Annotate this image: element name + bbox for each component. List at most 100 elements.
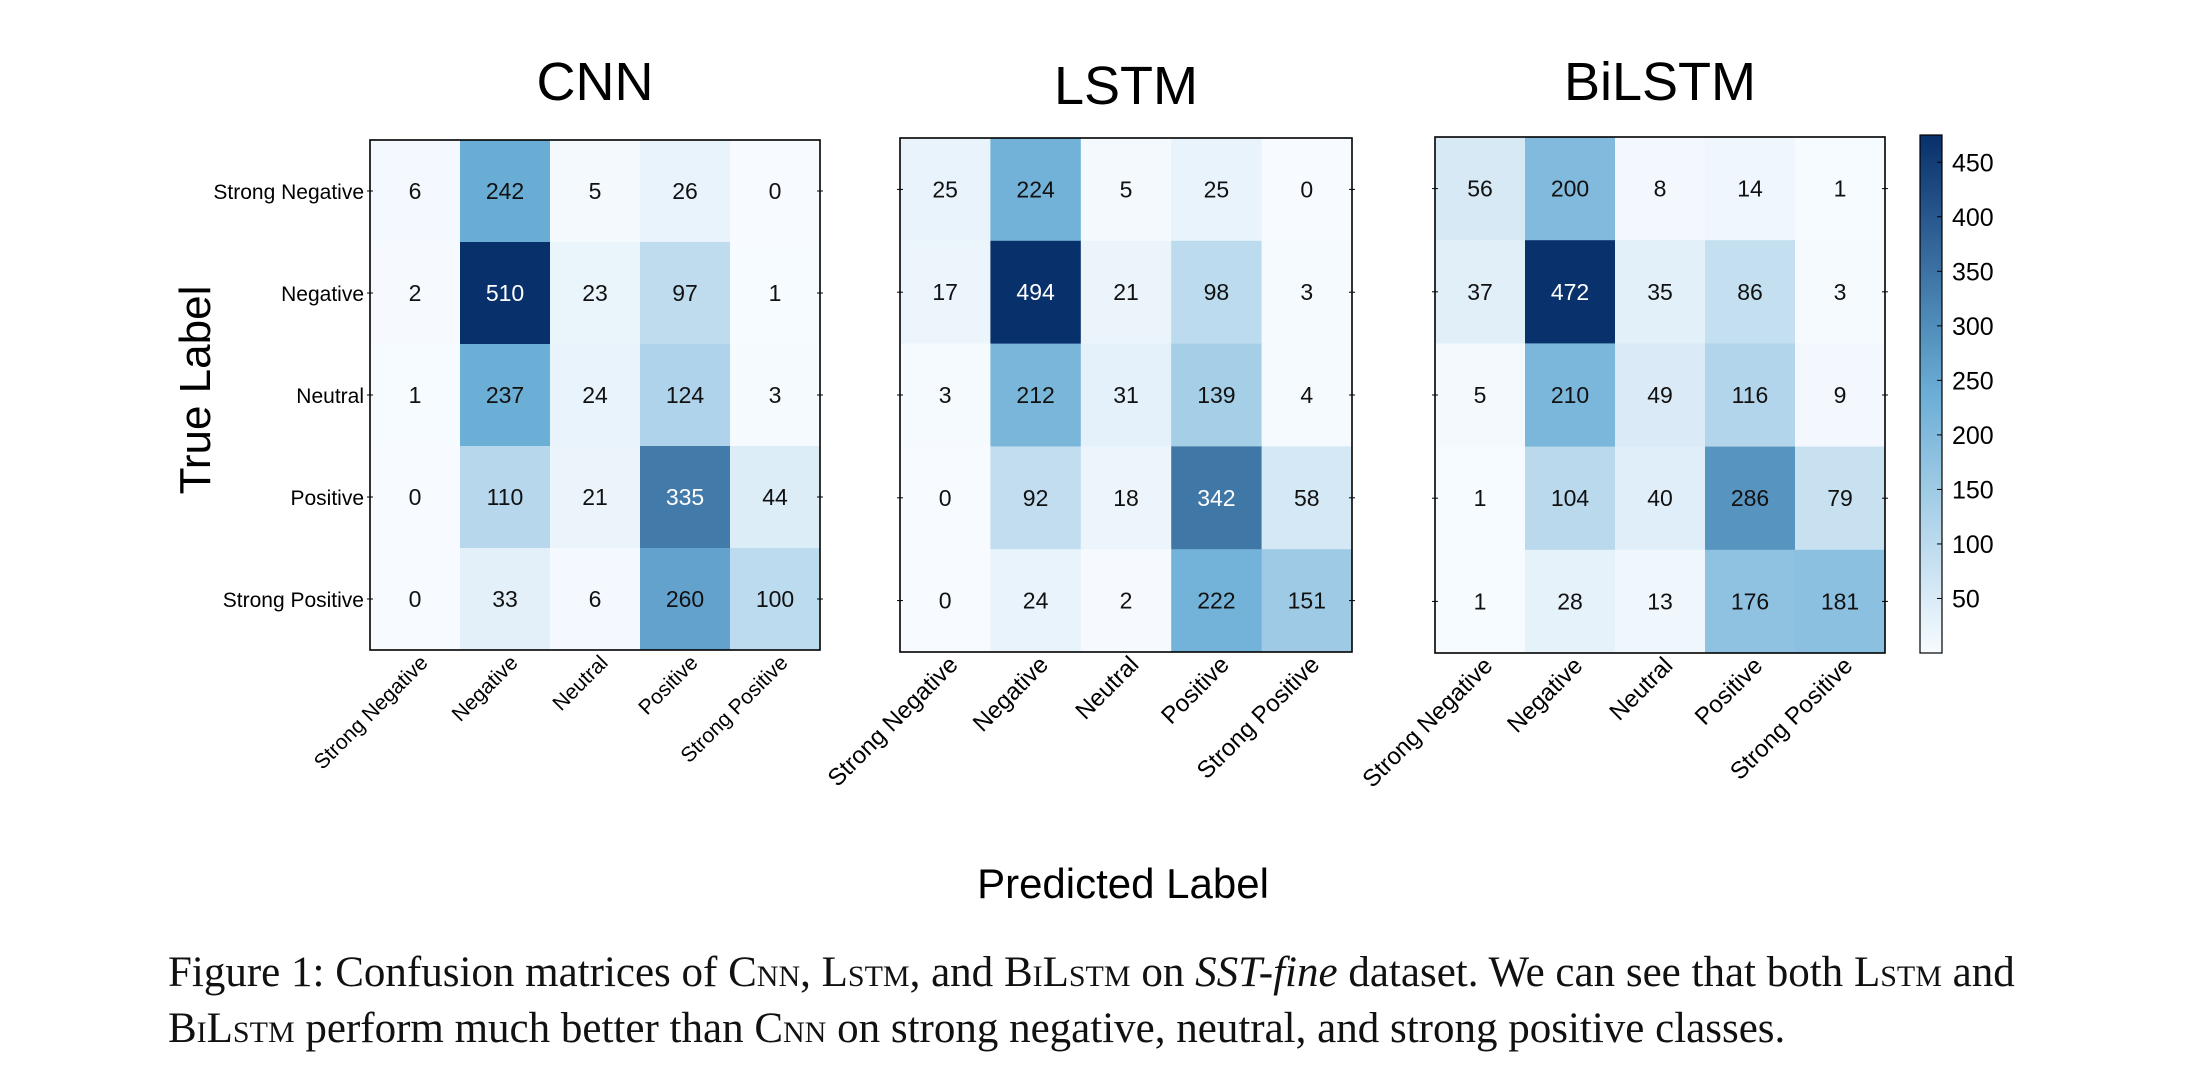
matrix-cell [1080,549,1172,653]
matrix-cell [1795,343,1886,448]
cell-value: 5 [589,178,602,204]
cell-value: 1 [1474,485,1487,511]
matrix-cell [1261,343,1353,447]
col-label: Negative [448,651,523,726]
matrix-cell [370,344,461,447]
cell-value: 97 [672,280,698,306]
matrix-cell [640,242,731,345]
col-label: Negative [1502,652,1588,738]
cell-value: 1 [409,382,422,408]
matrix-cell [900,138,991,242]
row-label: Strong Positive [223,589,364,612]
panel-title: BiLSTM [1564,52,1756,112]
caption-sep-4: dataset. We can see that both [1337,949,1854,996]
caption-sep-1: , [800,949,822,996]
caption-sep-2: , and [909,949,1004,996]
matrix-cell [1705,240,1796,344]
matrix-cell [900,240,991,345]
cell-value: 56 [1467,176,1493,202]
cell-value: 9 [1834,382,1847,408]
col-label: Positive [1156,651,1235,730]
matrix-cell [1525,549,1616,654]
cell-value: 200 [1551,176,1589,202]
col-label: Neutral [1604,652,1678,726]
matrix-cell [460,242,551,345]
matrix-cell [550,140,641,243]
cell-value: 37 [1467,279,1493,305]
cell-value: 494 [1016,279,1055,305]
matrix-cell [1705,549,1796,654]
cell-value: 18 [1113,485,1139,511]
matrix-cell [460,548,551,651]
matrix-cell [730,344,821,447]
colorbar: 450 400 350 300 250 200 150 100 50 [1919,134,1994,654]
matrix-cell [370,140,461,243]
cell-value: 25 [932,176,958,202]
matrix-cell [1795,446,1886,551]
cell-value: 79 [1827,485,1853,511]
colorbar-tick-label: 150 [1952,476,1994,504]
matrix-cell [1261,138,1353,242]
col-label: Positive [1690,652,1769,731]
cell-value: 14 [1737,176,1763,202]
matrix-cell [1525,446,1616,551]
matrix-cell [1795,549,1886,654]
colorbar-tick-label: 100 [1952,531,1994,559]
cell-value: 25 [1204,176,1230,202]
col-label: Neutral [1070,651,1144,725]
matrix-cell [370,446,461,549]
matrix-cell [1435,446,1526,551]
caption-model-bilstm-2: BiLstm [168,1005,295,1052]
colorbar-bar [1919,134,1943,654]
matrix-cell [1525,240,1616,344]
colorbar-tick-label: 350 [1952,258,1994,286]
matrix-cell [370,242,461,345]
cell-value: 151 [1288,588,1326,614]
cell-value: 210 [1551,382,1589,408]
cell-value: 100 [756,586,794,612]
cell-value: 0 [939,485,952,511]
col-label: Positive [634,651,702,719]
cell-value: 3 [1300,279,1313,305]
cell-value: 124 [666,382,705,408]
cell-value: 98 [1204,279,1230,305]
colorbar-tick-label: 300 [1952,313,1994,341]
cell-value: 92 [1023,485,1049,511]
matrix-cell [990,138,1082,242]
cell-value: 1 [1834,176,1847,202]
matrix-cell [1525,137,1616,241]
matrix-cell [1435,343,1526,448]
caption-model-lstm: Lstm [821,949,910,996]
matrix-cell [1615,137,1706,241]
matrix-cell [1080,446,1172,550]
cell-value: 26 [672,178,698,204]
cell-value: 242 [486,178,524,204]
colorbar-tick-label: 200 [1952,422,1994,450]
caption-sep-3: on [1130,949,1196,996]
matrix-cell [1080,343,1172,447]
cell-value: 28 [1557,588,1583,614]
cell-value: 472 [1551,279,1589,305]
cell-value: 5 [1474,382,1487,408]
matrix-cell [1261,446,1353,550]
caption-sep-5: and [1941,949,2015,996]
cell-value: 33 [492,586,518,612]
matrix-cell [1435,240,1526,344]
cell-value: 510 [486,280,524,306]
cell-value: 224 [1016,176,1055,202]
cell-value: 2 [409,280,422,306]
caption-model-cnn-2: Cnn [754,1005,827,1052]
matrix-cell [460,140,551,243]
cell-value: 23 [582,280,608,306]
cell-value: 237 [486,382,524,408]
matrix-cell [370,548,461,651]
matrix-cell [1080,240,1172,345]
matrix-cell [990,343,1082,447]
cell-value: 40 [1647,485,1673,511]
matrix-cell [730,548,821,651]
matrix-cell [550,548,641,651]
matrix-cell [640,140,731,243]
